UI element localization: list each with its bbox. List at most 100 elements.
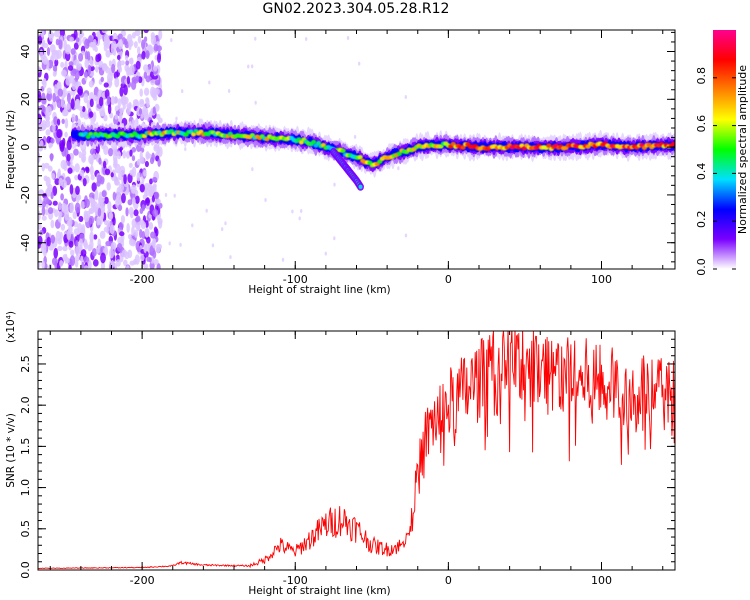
ridge-core [460,145,466,150]
noise-blob [78,52,84,62]
noise-blob [145,97,149,104]
noise-blob [67,167,73,174]
colorbar-tick-label: 0.8 [695,67,708,85]
noise-blob [74,259,79,268]
snr-y-tick-label: 1.5 [19,438,32,456]
noise-blob [152,176,158,183]
noise-blob [83,93,89,104]
noise-blob [154,79,161,86]
noise-speck [299,208,303,213]
noise-blob [50,219,55,229]
noise-speck [211,243,215,248]
noise-blob [68,61,74,67]
noise-blob [64,131,68,138]
noise-blob [83,113,89,120]
snr-x-tick-label: 0 [445,574,452,587]
noise-blob [74,114,79,122]
noise-blob [113,157,118,167]
noise-blob [68,240,74,248]
noise-blob [83,241,89,250]
noise-blob [131,197,136,206]
heatmap-x-tick-label: 0 [445,273,452,286]
noise-blob [38,94,42,103]
noise-blob [38,224,42,230]
noise-blob [103,34,110,46]
noise-blob [66,230,72,241]
noise-blob [148,222,154,230]
noise-speck [357,61,361,66]
noise-blob [65,77,71,86]
noise-blob [38,117,41,124]
noise-blob [66,103,71,110]
noise-blob [116,242,123,252]
noise-blob [100,76,104,83]
noise-blob [131,32,136,39]
noise-blob [88,111,94,118]
ridge-core [340,148,346,154]
noise-blob [61,202,67,213]
axes-layer: 0.0 0.2 0.4 0.6 0.8 Normalized spectral ampli… [5,29,749,597]
noise-blob [116,151,122,160]
noise-blob [84,198,90,209]
noise-blob [57,215,62,223]
noise-blob [129,149,133,157]
noise-blob [152,74,159,80]
snr-x-tick-label: -200 [130,574,155,587]
heatmap-y-tick-label: -20 [19,186,32,204]
noise-blob [139,88,143,97]
noise-blob [84,50,89,61]
noise-blob [46,186,52,198]
noise-blob [116,54,121,61]
noise-blob [125,150,131,159]
noise-blob [45,105,52,117]
noise-blob [101,190,107,198]
noise-blob [108,148,114,157]
noise-speck [181,89,184,94]
noise-blob [42,42,49,49]
noise-blob [141,231,146,239]
noise-blob [136,246,141,253]
noise-blob [41,215,47,221]
noise-blob [150,231,156,239]
noise-blob [38,210,41,222]
noise-blob [132,99,139,105]
noise-speck [353,134,357,139]
noise-blob [125,207,129,217]
noise-blob [123,174,127,185]
noise-blob [139,183,145,193]
noise-blob [97,216,103,226]
noise-blob [106,182,111,191]
noise-blob [60,223,66,231]
noise-blob [149,178,153,185]
noise-blob [41,92,46,102]
noise-blob [96,247,100,254]
noise-blob [138,108,143,115]
heatmap-y-tick-label: -40 [19,234,32,252]
noise-blob [144,228,150,238]
noise-blob [63,39,68,51]
noise-blob [61,118,65,125]
noise-blob [124,55,129,61]
noise-speck [164,193,168,198]
noise-blob [55,230,61,242]
noise-blob [153,191,160,200]
noise-blob [128,206,134,216]
noise-blob [71,79,77,91]
noise-blob [103,82,109,88]
noise-blob [134,30,141,37]
noise-speck [298,216,301,221]
noise-blob [69,36,74,43]
noise-blob [46,236,51,247]
colorbar-tick-label: 0.4 [695,163,708,181]
ridge-core [671,141,675,146]
heatmap-x-axis-label: Height of straight line (km) [248,284,390,296]
noise-speck [251,167,254,172]
noise-blob [80,201,86,209]
noise-blob [89,231,94,243]
noise-blob [78,151,82,159]
heatmap-y-axis-label: Frequency (Hz) [5,110,17,189]
noise-blob [60,61,65,68]
noise-blob [95,66,99,73]
noise-blob [50,191,54,200]
noise-blob [142,194,148,200]
